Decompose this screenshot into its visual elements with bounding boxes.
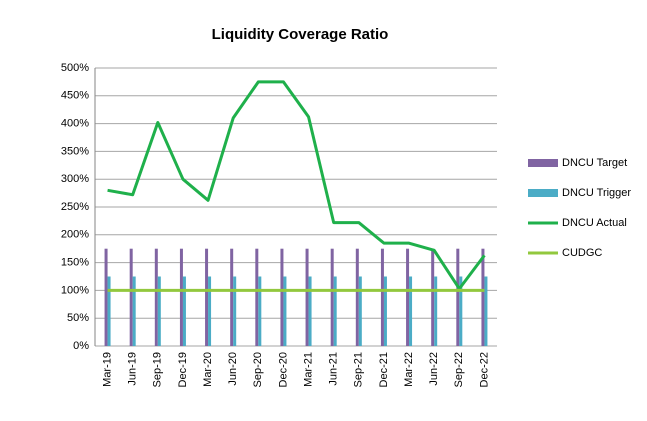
bar bbox=[255, 248, 259, 346]
x-tick-label: Sep-20 bbox=[252, 352, 264, 387]
x-tick-label: Dec-20 bbox=[277, 352, 289, 387]
bar bbox=[104, 248, 108, 346]
bar bbox=[208, 276, 212, 346]
bar bbox=[484, 276, 488, 346]
bar bbox=[233, 276, 237, 346]
x-tick-label: Jun-21 bbox=[328, 352, 340, 386]
bar bbox=[179, 248, 183, 346]
bar bbox=[459, 276, 463, 346]
bar bbox=[280, 248, 284, 346]
x-tick-label: Dec-21 bbox=[378, 352, 390, 387]
legend-label: DNCU Target bbox=[562, 157, 627, 169]
y-tick-label: 250% bbox=[61, 201, 89, 213]
bar bbox=[383, 276, 387, 346]
bar bbox=[456, 248, 460, 346]
x-tick-label: Mar-20 bbox=[202, 352, 214, 387]
x-tick-label: Jun-19 bbox=[127, 352, 139, 386]
legend-label: CUDGC bbox=[562, 247, 602, 259]
bar bbox=[129, 248, 133, 346]
x-tick-label: Dec-22 bbox=[478, 352, 490, 387]
bar bbox=[431, 248, 435, 346]
y-tick-label: 150% bbox=[61, 257, 89, 269]
bar bbox=[132, 276, 136, 346]
legend-swatch bbox=[528, 189, 558, 197]
x-tick-label: Mar-21 bbox=[302, 352, 314, 387]
bar bbox=[406, 248, 410, 346]
bar bbox=[481, 248, 485, 346]
y-tick-label: 100% bbox=[61, 284, 89, 296]
legend-label: DNCU Actual bbox=[562, 217, 627, 229]
bar bbox=[154, 248, 158, 346]
line-series bbox=[107, 80, 486, 291]
bar bbox=[358, 276, 362, 346]
y-tick-label: 200% bbox=[61, 229, 89, 241]
y-tick-label: 50% bbox=[67, 312, 89, 324]
y-tick-label: 350% bbox=[61, 145, 89, 157]
bar bbox=[258, 276, 262, 346]
x-tick-label: Mar-22 bbox=[403, 352, 415, 387]
y-tick-label: 0% bbox=[73, 340, 89, 352]
bar bbox=[308, 276, 312, 346]
x-tick-label: Mar-19 bbox=[101, 352, 113, 387]
bar bbox=[380, 248, 384, 346]
y-tick-label: 400% bbox=[61, 118, 89, 130]
x-tick-label: Sep-19 bbox=[152, 352, 164, 387]
bar bbox=[107, 276, 111, 346]
y-tick-label: 450% bbox=[61, 90, 89, 102]
legend-swatch bbox=[528, 159, 558, 167]
x-tick-label: Dec-19 bbox=[177, 352, 189, 387]
legend-label: DNCU Trigger bbox=[562, 187, 631, 199]
chart-title: Liquidity Coverage Ratio bbox=[212, 26, 389, 43]
bar bbox=[182, 276, 186, 346]
y-tick-label: 300% bbox=[61, 173, 89, 185]
y-tick-label: 500% bbox=[61, 62, 89, 74]
x-tick-label: Sep-21 bbox=[353, 352, 365, 387]
x-tick-label: Jun-22 bbox=[428, 352, 440, 386]
bar bbox=[157, 276, 161, 346]
bar bbox=[333, 276, 337, 346]
bar bbox=[330, 248, 334, 346]
bar bbox=[230, 248, 234, 346]
bar bbox=[205, 248, 209, 346]
bar bbox=[409, 276, 413, 346]
x-tick-label: Sep-22 bbox=[453, 352, 465, 387]
bar bbox=[434, 276, 438, 346]
bar bbox=[283, 276, 287, 346]
bar bbox=[305, 248, 309, 346]
bar bbox=[355, 248, 359, 346]
x-tick-label: Jun-20 bbox=[227, 352, 239, 386]
